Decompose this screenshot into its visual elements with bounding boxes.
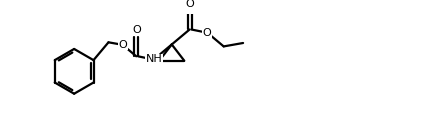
Text: O: O xyxy=(203,28,212,38)
Text: NH: NH xyxy=(145,54,162,64)
Text: O: O xyxy=(185,0,194,9)
Text: O: O xyxy=(132,25,141,35)
Text: O: O xyxy=(118,40,127,50)
